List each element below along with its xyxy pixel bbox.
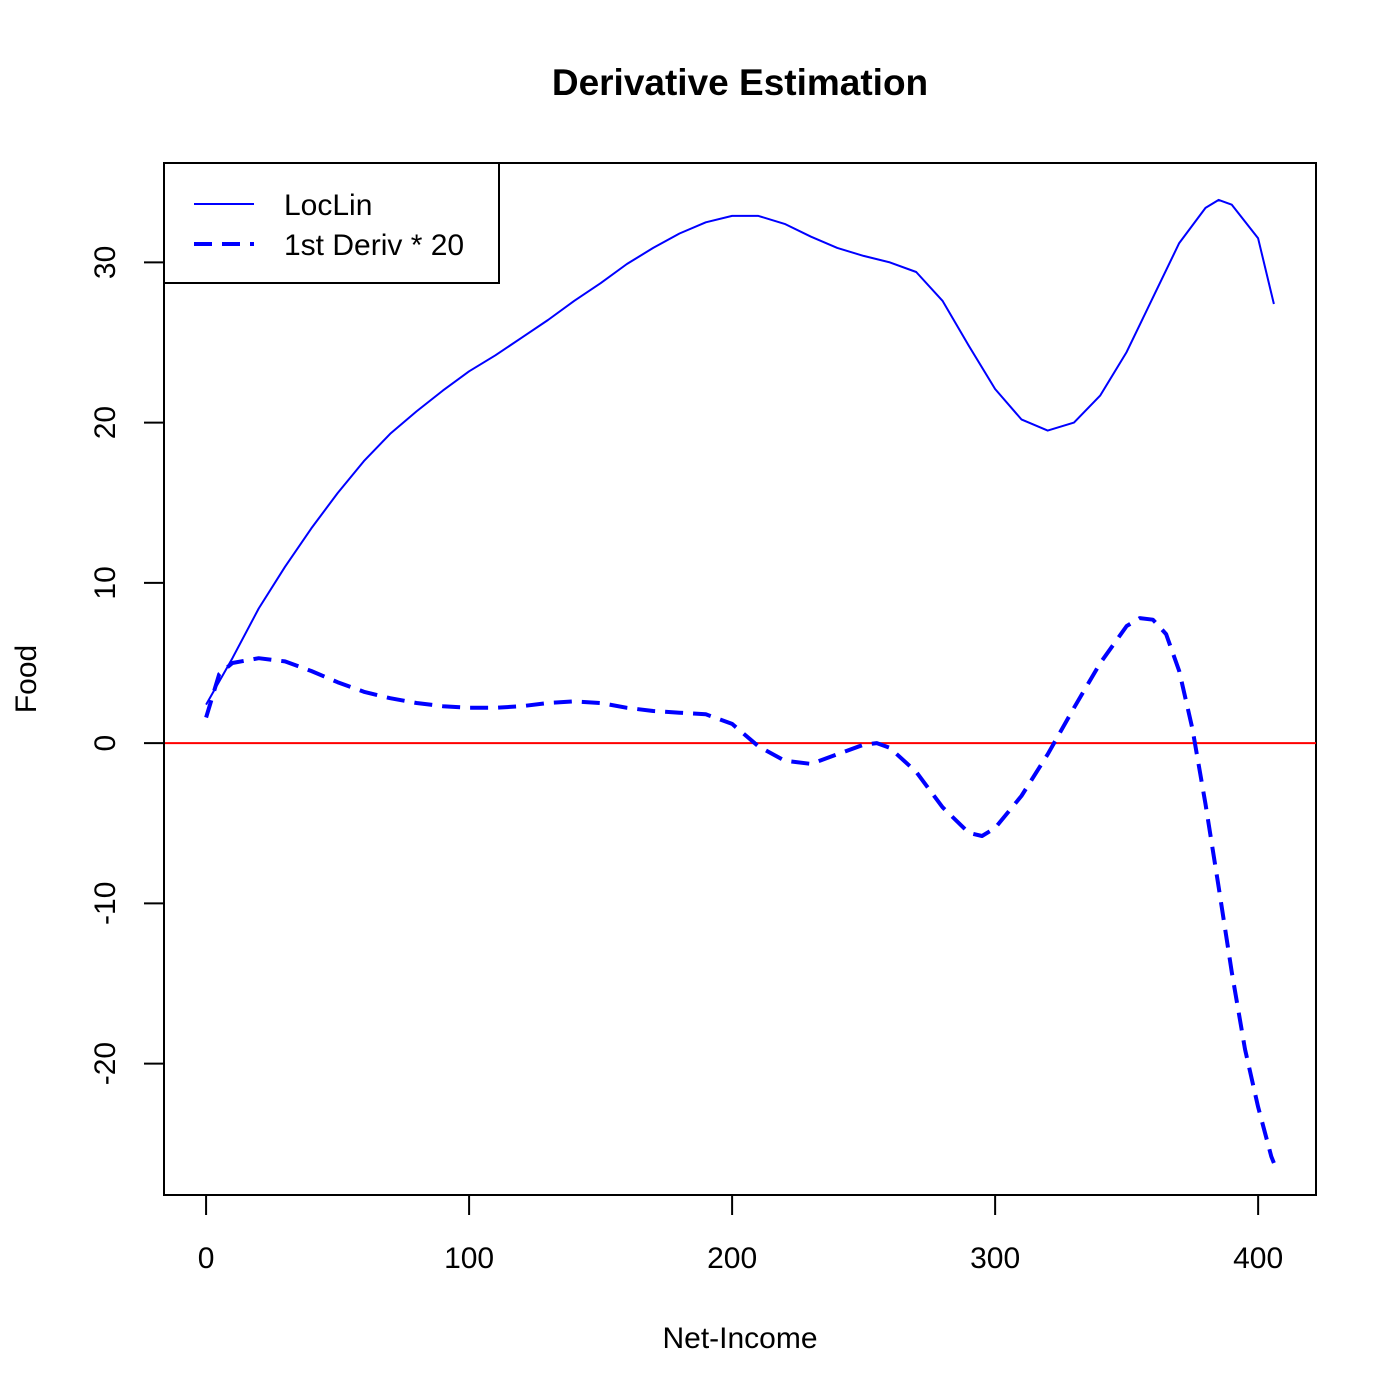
y-tick-label: -10 [89, 882, 122, 925]
x-tick-label: 400 [1233, 1242, 1283, 1275]
x-axis: 0 100 200 300 400 [198, 1194, 1283, 1275]
x-tick-label: 300 [970, 1242, 1020, 1275]
chart-title: Derivative Estimation [552, 62, 928, 103]
y-tick-label: 20 [89, 406, 122, 439]
y-tick-label: -20 [89, 1042, 122, 1085]
y-tick-label: 10 [89, 566, 122, 599]
legend-label-derivative: 1st Deriv * 20 [284, 229, 464, 262]
y-tick-label: 0 [89, 735, 122, 752]
series-line-loclin [205, 198, 1275, 706]
y-axis-label: Food [10, 645, 43, 713]
legend-label-loclin: LocLin [284, 189, 372, 222]
x-tick-label: 100 [444, 1242, 494, 1275]
x-tick-label: 200 [707, 1242, 757, 1275]
legend: LocLin 1st Deriv * 20 [163, 162, 500, 284]
y-axis: -20 -10 0 10 20 30 [89, 246, 165, 1085]
series-line-derivative [204, 616, 1276, 1164]
x-axis-label: Net-Income [662, 1322, 817, 1355]
y-tick-label: 30 [89, 246, 122, 279]
legend-box [163, 162, 500, 284]
x-tick-label: 0 [198, 1242, 215, 1275]
